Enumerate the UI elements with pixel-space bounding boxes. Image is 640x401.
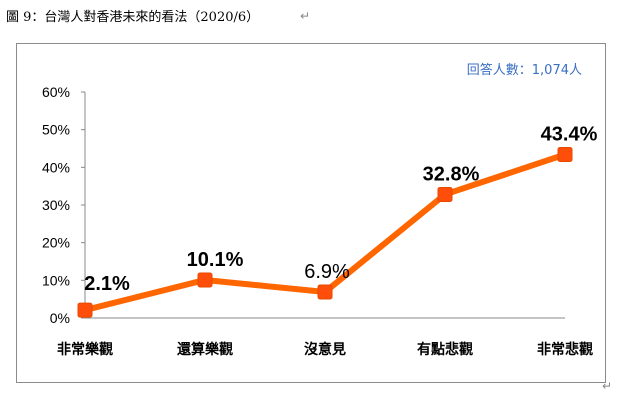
page-title: 圖 9：台灣人對香港未來的看法（2020/6）: [6, 6, 259, 25]
figure-title: 圖 9：台灣人對香港未來的看法（2020/6）: [6, 10, 260, 25]
data-label: 2.1%: [84, 273, 130, 295]
x-tick-label: 沒意見: [304, 341, 346, 358]
x-tick-label: 還算樂觀: [177, 341, 233, 358]
x-tick-label: 有點悲觀: [417, 341, 473, 358]
data-label: 32.8%: [423, 163, 480, 185]
x-tick-label: 非常樂觀: [57, 341, 113, 358]
data-point: [197, 272, 213, 288]
data-label: 6.9%: [304, 261, 350, 283]
data-points: [77, 147, 573, 318]
data-point: [557, 147, 573, 163]
y-tick-label: 20%: [42, 235, 70, 251]
y-tick-label: 10%: [42, 272, 70, 288]
data-point: [77, 302, 93, 318]
data-point: [437, 186, 453, 202]
y-tick-label: 40%: [42, 159, 70, 175]
paragraph-mark-bottom: ↵: [602, 379, 613, 393]
y-tick-label: 30%: [42, 197, 70, 213]
respondents-note: 回答人數：1,074人: [467, 62, 582, 78]
y-tick-labels: 0% 10% 20% 30% 40% 50% 60%: [42, 84, 70, 326]
data-point: [317, 284, 333, 300]
y-tick-label: 50%: [42, 122, 70, 138]
paragraph-mark: ↵: [300, 9, 311, 23]
y-tick-label: 0%: [50, 310, 70, 326]
axes: [81, 91, 565, 319]
chart-frame: [16, 43, 606, 383]
x-tick-labels: 非常樂觀 還算樂觀 沒意見 有點悲觀 非常悲觀: [57, 341, 593, 358]
data-label: 10.1%: [187, 249, 244, 271]
data-label: 43.4%: [541, 124, 598, 146]
x-tick-label: 非常悲觀: [537, 341, 593, 358]
y-tick-label: 60%: [42, 84, 70, 100]
data-labels: 2.1% 10.1% 6.9% 32.8% 43.4%: [84, 124, 597, 296]
